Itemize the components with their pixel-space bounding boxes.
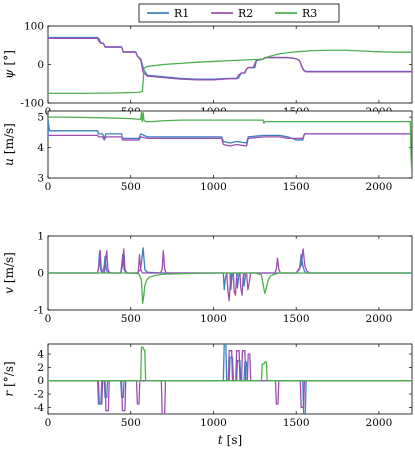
- x-tick-label: 500: [121, 417, 141, 429]
- y-axis-unit: [°]: [2, 50, 16, 65]
- x-tick-label: 500: [121, 181, 141, 193]
- x-tick-label: 2000: [366, 181, 393, 193]
- y-axis-label: u [m/s]: [2, 123, 16, 166]
- x-axis-label: t [s]: [218, 433, 242, 447]
- legend-box: [138, 3, 340, 23]
- y-axis-symbol: v: [2, 287, 16, 294]
- legend-label-r2: R2: [238, 7, 253, 20]
- x-tick-label: 1500: [283, 181, 310, 193]
- x-tick-label: 1500: [283, 417, 310, 429]
- y-tick-label: -2: [34, 389, 44, 401]
- y-tick-label: 100: [24, 21, 44, 33]
- y-tick-label: 3: [37, 173, 44, 185]
- y-tick-label: 1: [37, 231, 44, 243]
- y-tick-label: 4: [37, 142, 44, 154]
- series-line-r2: [48, 37, 412, 81]
- x-tick-label: 2000: [366, 417, 393, 429]
- x-axis-unit: [s]: [227, 433, 243, 447]
- series-line-r2: [48, 248, 412, 302]
- y-tick-label: 2: [37, 362, 44, 374]
- y-axis-label: ψ [°]: [2, 50, 16, 79]
- legend: R1 R2 R3: [138, 3, 340, 23]
- series-group: [48, 111, 412, 175]
- x-tick-label: 1000: [200, 313, 227, 325]
- series-line-r3: [48, 111, 412, 175]
- y-tick-label: 5: [37, 112, 44, 124]
- y-axis-symbol: ψ: [2, 69, 16, 79]
- x-tick-label: 0: [45, 313, 52, 325]
- x-tick-label: 500: [121, 313, 141, 325]
- series-group: [48, 344, 412, 414]
- y-axis-unit: [°/s]: [2, 361, 16, 387]
- y-tick-label: 4: [37, 349, 44, 361]
- series-group: [48, 36, 412, 95]
- x-tick-label: 1000: [200, 181, 227, 193]
- x-tick-label: 1000: [200, 417, 227, 429]
- series-line-r3: [48, 49, 412, 95]
- y-tick-label: 0: [37, 375, 44, 387]
- series-group: [48, 247, 412, 304]
- x-axis-symbol: t: [218, 433, 223, 447]
- y-tick-label: -4: [34, 402, 45, 414]
- y-axis-symbol: u: [2, 158, 16, 166]
- y-axis-unit: [m/s]: [2, 123, 16, 154]
- subplot-2: 0 500 1000 1500 2000 3 4 5 u [m/s]: [2, 110, 413, 193]
- y-axis-symbol: r: [2, 390, 16, 397]
- series-line-r2: [48, 133, 412, 147]
- y-axis-label: v [m/s]: [2, 252, 16, 294]
- x-tick-label: 0: [45, 417, 52, 429]
- y-tick-label: -100: [20, 98, 44, 110]
- x-tick-label: 1500: [283, 313, 310, 325]
- axes-box: [47, 343, 413, 415]
- y-tick-label: 0: [37, 268, 44, 280]
- axes-box: [47, 25, 413, 104]
- series-line-r1: [48, 121, 412, 144]
- series-line-r3: [48, 272, 412, 304]
- subplots: 0500100015002000-1000100ψ[°]050010001500…: [2, 21, 413, 447]
- series-line-r3: [48, 346, 412, 382]
- legend-label-r1: R1: [174, 7, 189, 20]
- x-tick-label: 0: [45, 181, 52, 193]
- y-tick-label: -1: [34, 305, 44, 317]
- legend-label-r3: R3: [302, 7, 317, 20]
- y-tick-label: 0: [37, 59, 44, 71]
- x-tick-label: 2000: [366, 313, 393, 325]
- y-axis-label: r [°/s]: [2, 361, 16, 396]
- y-axis-unit: [m/s]: [2, 252, 16, 283]
- series-line-r2: [48, 350, 412, 414]
